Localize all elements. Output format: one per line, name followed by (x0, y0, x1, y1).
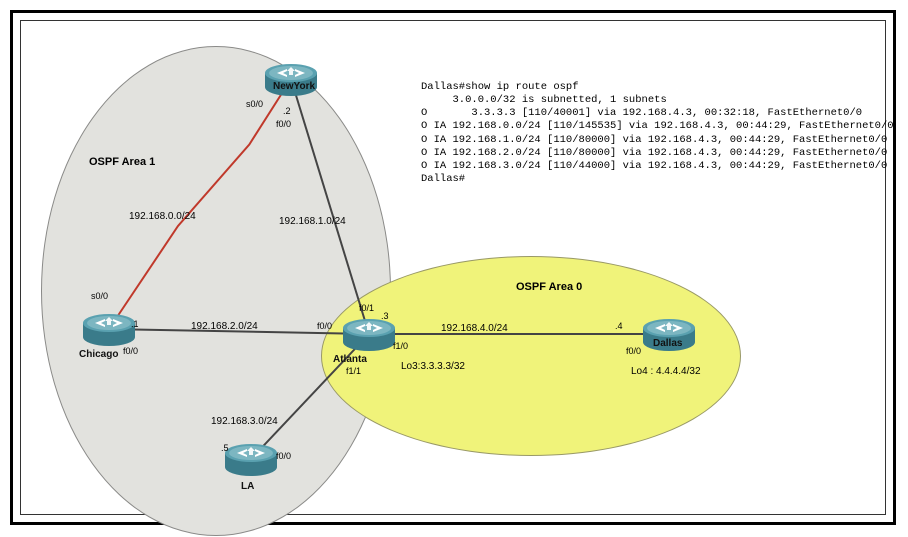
ospf-area-0-label: OSPF Area 0 (516, 281, 582, 293)
host-newyork: .2 (283, 106, 291, 116)
iface-atlanta-f0/0: f0/0 (317, 321, 332, 331)
router-label-newyork: NewYork (273, 81, 315, 92)
router-la[interactable] (223, 441, 279, 477)
iface-dallas-f0/0: f0/0 (626, 346, 641, 356)
cli-output: Dallas#show ip route ospf 3.0.0.0/32 is … (421, 81, 894, 186)
router-label-dallas: Dallas (653, 338, 682, 349)
net-label-192.168.1.0/24: 192.168.1.0/24 (279, 216, 346, 227)
router-label-chicago: Chicago (79, 349, 118, 360)
loopback-dallas: Lo4 : 4.4.4.4/32 (631, 366, 701, 377)
diagram-canvas: OSPF Area 1 OSPF Area 0 NewYork Chicago … (20, 20, 886, 515)
iface-la-f0/0: f0/0 (276, 451, 291, 461)
iface-atlanta-f0/1: f0/1 (359, 303, 374, 313)
router-label-atlanta: Atlanta (333, 354, 367, 365)
host-la: .5 (221, 443, 229, 453)
router-chicago[interactable] (81, 311, 137, 347)
iface-newyork-s0/0: s0/0 (246, 99, 263, 109)
net-label-192.168.2.0/24: 192.168.2.0/24 (191, 321, 258, 332)
host-dallas: .4 (615, 321, 623, 331)
host-chicago: .1 (131, 319, 139, 329)
ospf-area-1-label: OSPF Area 1 (89, 156, 155, 168)
iface-atlanta-f1/1: f1/1 (346, 366, 361, 376)
iface-chicago-f0/0: f0/0 (123, 346, 138, 356)
router-label-la: LA (241, 481, 254, 492)
iface-atlanta-f1/0: f1/0 (393, 341, 408, 351)
router-atlanta[interactable] (341, 316, 397, 352)
iface-newyork-f0/0: f0/0 (276, 119, 291, 129)
loopback-atlanta: Lo3:3.3.3.3/32 (401, 361, 465, 372)
net-label-192.168.3.0/24: 192.168.3.0/24 (211, 416, 278, 427)
iface-chicago-s0/0: s0/0 (91, 291, 108, 301)
host-atlanta: .3 (381, 311, 389, 321)
net-label-192.168.4.0/24: 192.168.4.0/24 (441, 323, 508, 334)
net-label-192.168.0.0/24: 192.168.0.0/24 (129, 211, 196, 222)
